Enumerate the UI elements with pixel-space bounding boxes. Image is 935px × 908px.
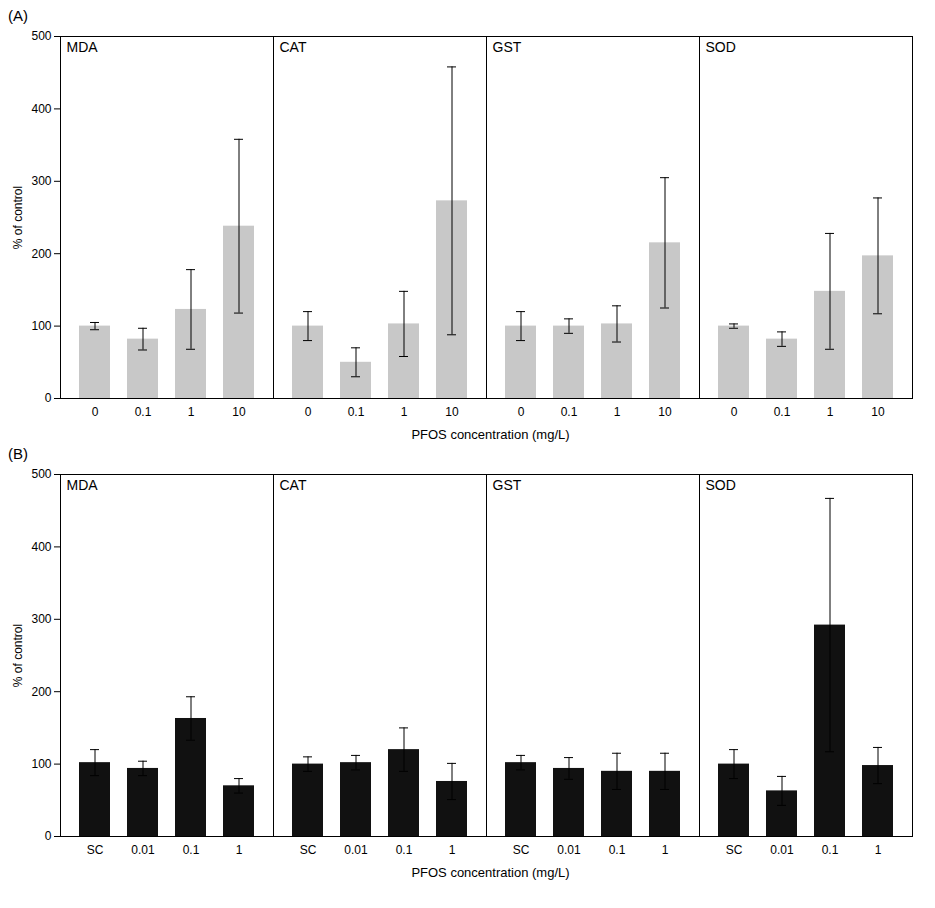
svg-text:0: 0: [45, 829, 52, 843]
svg-text:0.01: 0.01: [131, 843, 155, 857]
html-text:PFOS concentration (mg/L): PFOS concentration (mg/L): [411, 427, 570, 442]
svg-text:0: 0: [92, 405, 99, 419]
svg-text:1: 1: [449, 843, 456, 857]
svg-text:10: 10: [658, 405, 672, 419]
svg-text:CAT: CAT: [280, 477, 307, 493]
svg-text:MDA: MDA: [67, 39, 99, 55]
svg-text:SC: SC: [87, 843, 104, 857]
svg-text:0.1: 0.1: [135, 405, 152, 419]
svg-text:GST: GST: [493, 477, 522, 493]
svg-text:CAT: CAT: [280, 39, 307, 55]
svg-text:0: 0: [731, 405, 738, 419]
svg-text:10: 10: [232, 405, 246, 419]
svg-text:10: 10: [445, 405, 459, 419]
svg-text:GST: GST: [493, 39, 522, 55]
svg-text:0.1: 0.1: [396, 843, 413, 857]
svg-text:100: 100: [31, 757, 51, 771]
svg-text:300: 300: [31, 612, 51, 626]
svg-text:SOD: SOD: [706, 477, 736, 493]
svg-text:1: 1: [614, 405, 621, 419]
svg-text:500: 500: [31, 467, 51, 481]
svg-text:SOD: SOD: [706, 39, 736, 55]
svg-text:MDA: MDA: [67, 477, 99, 493]
svg-text:1: 1: [827, 405, 834, 419]
svg-text:SC: SC: [300, 843, 317, 857]
svg-text:0: 0: [518, 405, 525, 419]
svg-text:0.01: 0.01: [770, 843, 794, 857]
svg-text:200: 200: [31, 247, 51, 261]
svg-text:400: 400: [31, 102, 51, 116]
svg-text:1: 1: [236, 843, 243, 857]
svg-text:1: 1: [188, 405, 195, 419]
html-text:(B): (B): [8, 445, 28, 462]
svg-text:0.01: 0.01: [557, 843, 581, 857]
svg-text:% of control: % of control: [11, 186, 25, 249]
svg-text:200: 200: [31, 685, 51, 699]
html-text:(A): (A): [8, 7, 28, 24]
svg-text:0: 0: [305, 405, 312, 419]
svg-text:1: 1: [401, 405, 408, 419]
svg-text:0.1: 0.1: [822, 843, 839, 857]
svg-text:400: 400: [31, 540, 51, 554]
svg-text:0: 0: [45, 391, 52, 405]
svg-text:0.1: 0.1: [609, 843, 626, 857]
svg-text:0.01: 0.01: [344, 843, 368, 857]
svg-text:1: 1: [662, 843, 669, 857]
svg-text:0.1: 0.1: [183, 843, 200, 857]
svg-text:1: 1: [875, 843, 882, 857]
svg-text:10: 10: [871, 405, 885, 419]
svg-text:0.1: 0.1: [774, 405, 791, 419]
svg-text:500: 500: [31, 29, 51, 43]
html-text:PFOS concentration (mg/L): PFOS concentration (mg/L): [411, 865, 570, 880]
svg-text:0.1: 0.1: [348, 405, 365, 419]
svg-text:300: 300: [31, 174, 51, 188]
svg-text:SC: SC: [513, 843, 530, 857]
svg-text:% of control: % of control: [11, 624, 25, 687]
svg-text:0.1: 0.1: [561, 405, 578, 419]
svg-text:100: 100: [31, 319, 51, 333]
svg-text:SC: SC: [726, 843, 743, 857]
